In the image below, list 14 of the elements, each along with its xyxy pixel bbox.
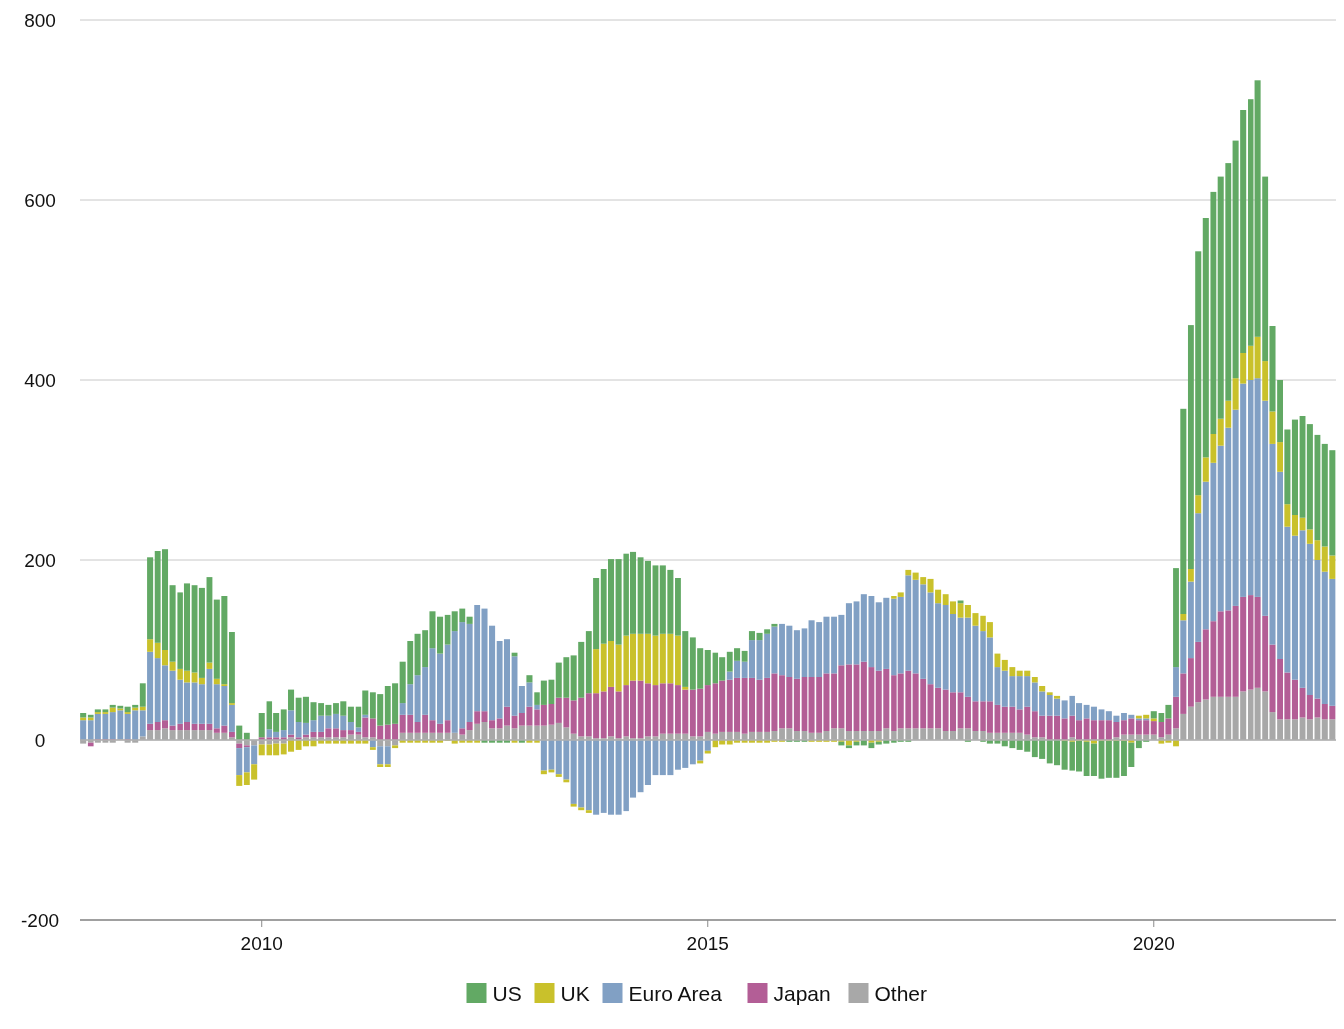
legend-label: Japan (773, 982, 831, 1005)
y-tick-label: 0 (34, 729, 46, 751)
y-tick-label: 400 (24, 369, 56, 391)
x-tick-label: 2020 (1132, 933, 1175, 954)
legend-label: US (492, 982, 522, 1005)
legend-label: Other (874, 982, 928, 1005)
legend-label: Euro Area (628, 982, 723, 1005)
y-tick-label: 800 (24, 9, 56, 31)
x-tick-label: 2015 (686, 933, 729, 954)
y-tick-label: 600 (24, 189, 56, 211)
y-tick-label: -200 (20, 909, 60, 931)
legend-label: UK (560, 982, 590, 1005)
x-tick-label: 2010 (240, 933, 283, 954)
y-tick-label: 200 (24, 549, 56, 571)
